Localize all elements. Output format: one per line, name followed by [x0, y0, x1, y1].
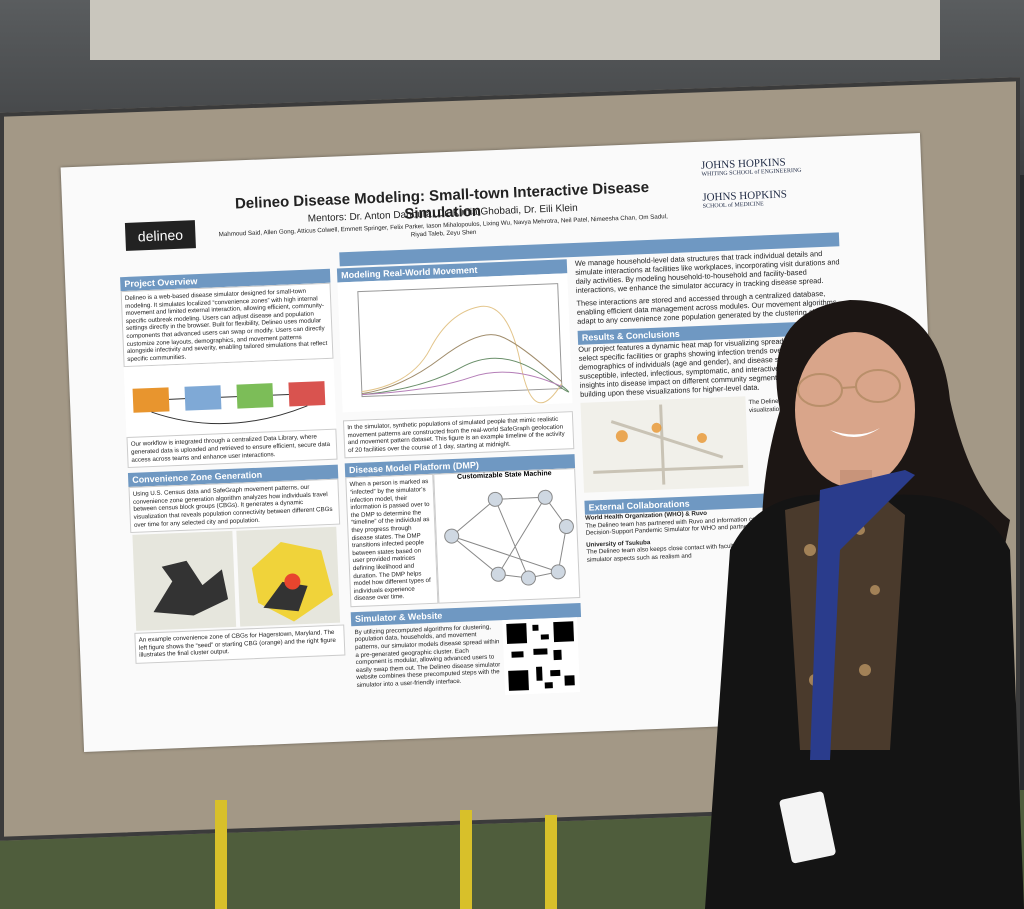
column: Modeling Real-World Movement In the simu…: [336, 259, 584, 701]
website-body: By utilizing precomputed algorithms for …: [351, 617, 584, 701]
lanyard: [810, 470, 915, 760]
map-region: [263, 582, 308, 612]
zone-maps: [132, 526, 341, 631]
diagram-box: [184, 385, 222, 412]
series-line: [361, 334, 562, 395]
section-text: By utilizing precomputed algorithms for …: [354, 623, 501, 690]
poster: delineo Delineo Disease Modeling: Small-…: [60, 132, 944, 753]
movement-chart: [337, 273, 573, 413]
diagram-box: [132, 387, 170, 414]
column: We manage household-level data structure…: [575, 248, 852, 564]
dmp-body: When a person is marked as “infected” by…: [345, 468, 581, 608]
affiliation: JOHNS HOPKINS WHITING SCHOOL of ENGINEER…: [701, 155, 833, 209]
plot-frame: [357, 283, 563, 398]
series-line: [361, 357, 570, 396]
seed-cbg: [284, 573, 301, 590]
easel-leg: [460, 810, 472, 909]
diagram-box: [236, 383, 274, 409]
face: [795, 332, 915, 488]
easel-leg: [545, 815, 557, 909]
diagram-arrow: [151, 394, 308, 425]
map-region: [153, 560, 229, 616]
diagram-box: [288, 381, 326, 407]
section-text: When a person is marked as “infected” by…: [345, 474, 439, 608]
series-line: [361, 371, 563, 396]
logo: delineo: [124, 220, 196, 251]
badge: [779, 791, 836, 864]
easel-leg: [215, 800, 227, 909]
column: Project Overview Delineo is a web-based …: [120, 268, 346, 664]
state-machine: Customizable State Machine: [433, 468, 581, 604]
window: [90, 0, 940, 60]
glasses: [797, 369, 901, 407]
workflow-diagram: [123, 359, 337, 438]
section-text: Delineo is a web-based disease simulator…: [120, 282, 334, 368]
person: [705, 300, 1024, 909]
state-diagram: [444, 490, 574, 586]
series-line: [361, 305, 563, 404]
results-body: The Delineo simulation visualization web…: [580, 392, 848, 493]
qr-code: [502, 617, 581, 695]
section-text: In the simulator, synthetic populations …: [342, 411, 575, 459]
smile: [830, 428, 880, 438]
heat-map: [580, 396, 749, 493]
